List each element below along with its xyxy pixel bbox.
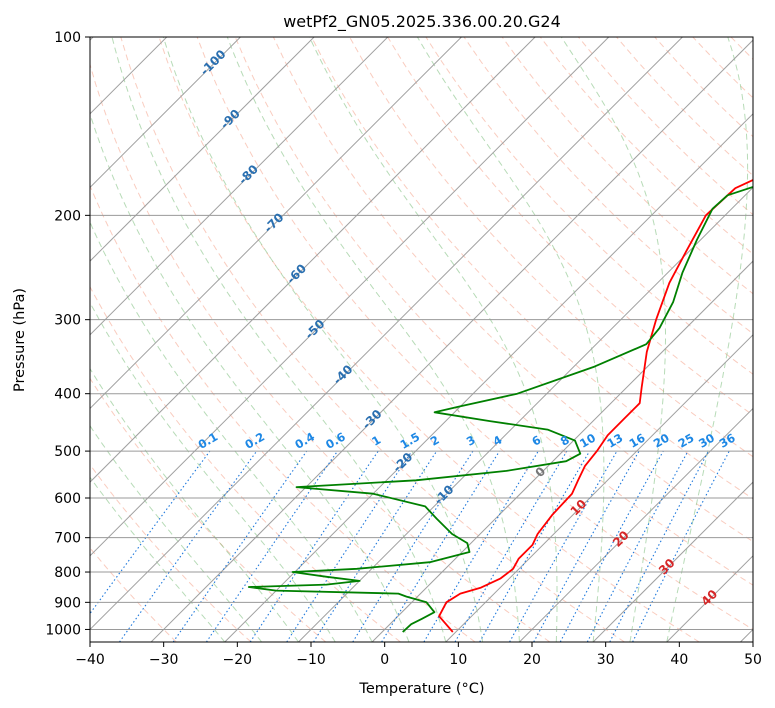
x-axis-title: Temperature (°C) (358, 681, 484, 697)
chart-title: wetPf2_GN05.2025.336.00.20.G24 (283, 12, 561, 32)
mixing-ratio-line (509, 450, 618, 642)
y-tick-label: 900 (54, 595, 81, 611)
dewpoint-line (247, 186, 753, 633)
y-tick-label: 700 (54, 531, 81, 547)
y-tick-label: 400 (54, 387, 81, 403)
mixing-ratio-label: 20 (651, 431, 672, 451)
mixing-ratio-line (533, 450, 640, 642)
x-tick-label: −10 (296, 652, 326, 668)
mixing-ratio-label: 16 (627, 431, 648, 451)
x-tick-label: 20 (523, 652, 541, 668)
dry-adiabat (463, 37, 753, 335)
y-tick-label: 200 (54, 208, 81, 224)
x-tick-label: 40 (670, 652, 688, 668)
x-tick-label: 50 (744, 652, 762, 668)
x-tick-label: 0 (380, 652, 389, 668)
y-tick-label: 800 (54, 565, 81, 581)
isotherm-line (90, 37, 241, 189)
plot-frame (89, 36, 754, 643)
moist-adiabat (560, 37, 666, 642)
isotherm-line (90, 37, 610, 557)
mixing-ratio-line (172, 450, 308, 642)
mixing-ratio-line (249, 450, 379, 642)
mixing-ratio-line (559, 450, 664, 642)
mixing-ratio-line (352, 450, 474, 642)
dry-adiabat (158, 37, 700, 642)
dry-adiabat (90, 62, 551, 642)
dry-adiabat (234, 37, 753, 586)
y-axis-title: Pressure (hPa) (12, 288, 28, 392)
moist-adiabat (308, 37, 558, 642)
mixing-ratio-line (90, 450, 211, 615)
dry-adiabat (311, 37, 753, 500)
mixing-ratio-label: 30 (696, 431, 717, 451)
dry-adiabat (120, 37, 625, 642)
x-tick-label: 30 (597, 652, 615, 668)
x-tick-label: −20 (223, 652, 253, 668)
y-tick-label: 300 (54, 313, 81, 329)
moist-adiabat (226, 37, 520, 642)
moist-adiabat (90, 301, 336, 642)
isotherm-line (592, 481, 753, 642)
moist-adiabat (162, 37, 484, 642)
mixing-ratio-line (205, 450, 338, 642)
y-tick-label: 600 (54, 491, 81, 507)
dry-adiabat (272, 37, 753, 543)
moist-adiabat (90, 112, 410, 642)
temperature-line (438, 178, 753, 633)
plot-background (90, 37, 753, 642)
x-tick-label: −30 (149, 652, 179, 668)
mixing-ratio-label: 25 (676, 431, 697, 451)
y-tick-label: 100 (54, 30, 81, 46)
y-axis: 1000 900 800 700 600 500 400 300 200 100 (45, 30, 90, 638)
mixing-ratio-line (632, 450, 730, 642)
isotherm-line (519, 407, 753, 642)
isotherm-line (90, 37, 536, 483)
isotherm-line (90, 37, 683, 631)
profile-lines (247, 178, 753, 633)
isotherm-line (150, 39, 753, 642)
isotherm-line (90, 37, 315, 262)
moist-adiabat (111, 37, 447, 642)
moist-adiabat (90, 476, 226, 642)
x-axis: −40 −30 −20 −10 0 10 20 30 40 50 (75, 642, 762, 668)
mixing-ratio-line (381, 450, 500, 642)
mixing-ratio-label: 13 (604, 431, 625, 451)
dry-adiabat (90, 463, 252, 642)
isotherm-line (90, 37, 462, 410)
dry-adiabat (90, 377, 327, 642)
dry-adiabat (769, 37, 775, 642)
dry-adiabat (501, 37, 753, 295)
dry-adiabat (196, 37, 753, 630)
pressure-grid (90, 37, 753, 630)
isotherm-line (298, 186, 753, 642)
moist-adiabat (90, 424, 262, 642)
mixing-ratio-label: 36 (717, 431, 738, 451)
moist-adiabat (666, 37, 749, 642)
isotherm-line (371, 260, 753, 642)
mixing-ratio-line (313, 450, 438, 642)
y-tick-label: 1000 (45, 622, 81, 638)
isotherm-line (445, 334, 753, 642)
moist-adiabat (416, 37, 605, 642)
x-tick-label: 10 (449, 652, 467, 668)
x-tick-label: −40 (75, 652, 105, 668)
y-tick-label: 500 (54, 444, 81, 460)
mixing-ratio-label: 10 (577, 431, 598, 451)
isotherm-line (90, 37, 389, 336)
mixing-ratio-line (119, 450, 258, 642)
isotherm-line (224, 113, 753, 642)
background-lines (90, 37, 775, 642)
mixing-ratio-line (286, 450, 413, 642)
moist-adiabat (90, 220, 373, 642)
